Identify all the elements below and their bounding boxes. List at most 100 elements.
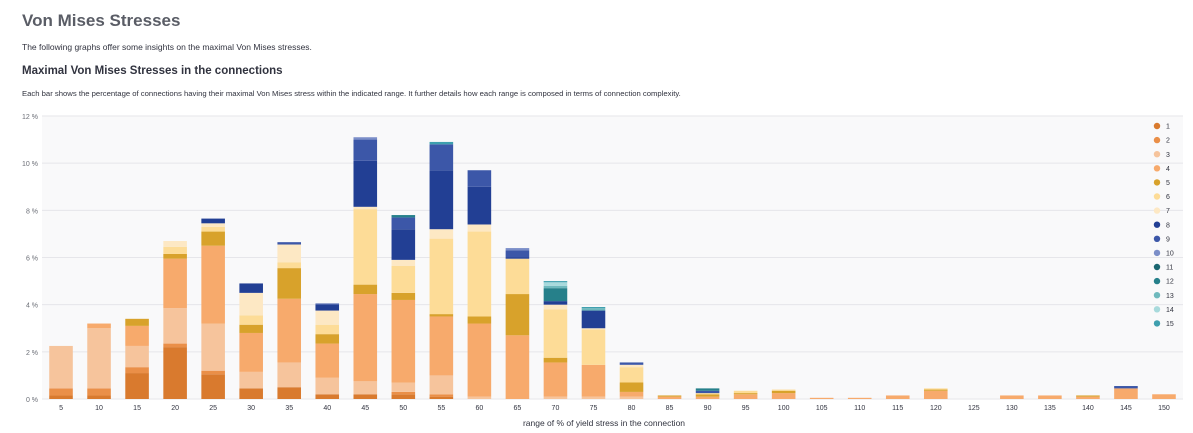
bar-segment[interactable] — [695, 390, 720, 394]
bar-segment[interactable] — [429, 229, 454, 239]
bar-segment[interactable] — [505, 257, 530, 259]
bar-segment[interactable] — [429, 238, 454, 315]
bar-segment[interactable] — [315, 343, 340, 378]
bar-segment[interactable] — [201, 374, 225, 399]
bar-segment[interactable] — [315, 304, 340, 311]
bar-segment[interactable] — [201, 223, 225, 227]
bar-segment[interactable] — [847, 397, 872, 399]
bar-segment[interactable] — [353, 206, 378, 210]
bar-segment[interactable] — [239, 315, 263, 325]
bar-segment[interactable] — [239, 324, 263, 333]
bar-segment[interactable] — [201, 245, 225, 324]
bar-segment[interactable] — [163, 343, 187, 348]
bar-segment[interactable] — [391, 215, 416, 218]
bar-segment[interactable] — [505, 248, 530, 251]
bar-segment[interactable] — [391, 217, 416, 230]
bar-segment[interactable] — [163, 308, 187, 344]
bar-segment[interactable] — [277, 262, 302, 269]
bar-segment[interactable] — [87, 395, 111, 399]
bar-segment[interactable] — [505, 294, 530, 336]
bar-segment[interactable] — [391, 259, 416, 266]
bar-segment[interactable] — [125, 345, 149, 368]
bar-segment[interactable] — [429, 314, 454, 317]
bar-segment[interactable] — [277, 242, 302, 245]
bar-segment[interactable] — [619, 362, 644, 365]
bar-segment[interactable] — [429, 394, 454, 397]
bar-segment[interactable] — [429, 375, 454, 395]
bar-segment[interactable] — [353, 209, 378, 285]
bar-segment[interactable] — [543, 396, 568, 399]
bar-segment[interactable] — [619, 396, 644, 399]
bar-segment[interactable] — [543, 281, 568, 283]
bar-segment[interactable] — [353, 284, 378, 295]
bar-segment[interactable] — [391, 265, 416, 293]
bar-segment[interactable] — [49, 345, 73, 389]
bar-segment[interactable] — [1114, 386, 1138, 389]
bar-segment[interactable] — [657, 396, 682, 399]
bar-segment[interactable] — [543, 301, 568, 305]
bar-segment[interactable] — [581, 310, 606, 329]
bar-segment[interactable] — [391, 382, 416, 392]
bar-segment[interactable] — [695, 394, 720, 397]
bar-segment[interactable] — [1076, 396, 1100, 399]
bar-segment[interactable] — [695, 393, 720, 395]
bar-segment[interactable] — [201, 370, 225, 375]
bar-segment[interactable] — [467, 323, 492, 397]
bar-segment[interactable] — [239, 371, 263, 389]
bar-segment[interactable] — [315, 324, 340, 335]
bar-segment[interactable] — [543, 309, 568, 358]
bar-segment[interactable] — [505, 335, 530, 399]
bar-segment[interactable] — [201, 231, 225, 246]
bar-segment[interactable] — [581, 307, 606, 309]
bar-segment[interactable] — [543, 282, 568, 286]
bar-segment[interactable] — [163, 246, 187, 254]
bar-segment[interactable] — [353, 381, 378, 395]
bar-segment[interactable] — [619, 367, 644, 383]
bar-segment[interactable] — [429, 316, 454, 376]
bar-segment[interactable] — [543, 304, 568, 310]
bar-segment[interactable] — [771, 393, 796, 399]
bar-segment[interactable] — [391, 229, 416, 260]
bar-segment[interactable] — [505, 258, 530, 295]
bar-segment[interactable] — [543, 357, 568, 363]
bar-segment[interactable] — [619, 364, 644, 368]
bar-segment[interactable] — [87, 323, 111, 329]
bar-segment[interactable] — [391, 292, 416, 300]
bar-segment[interactable] — [125, 318, 149, 326]
bar-segment[interactable] — [771, 390, 796, 394]
bar-segment[interactable] — [771, 389, 796, 391]
bar-segment[interactable] — [733, 393, 758, 395]
bar-segment[interactable] — [87, 388, 111, 396]
bar-segment[interactable] — [201, 226, 225, 232]
bar-segment[interactable] — [239, 283, 263, 293]
bar-segment[interactable] — [353, 294, 378, 382]
bar-segment[interactable] — [277, 268, 302, 299]
bar-segment[interactable] — [1000, 395, 1024, 399]
bar-segment[interactable] — [543, 285, 568, 289]
bar-segment[interactable] — [163, 240, 187, 247]
bar-segment[interactable] — [315, 334, 340, 344]
bar-segment[interactable] — [619, 391, 644, 397]
bar-segment[interactable] — [467, 170, 492, 187]
bar-segment[interactable] — [391, 394, 416, 399]
bar-segment[interactable] — [315, 394, 340, 399]
bar-segment[interactable] — [733, 394, 758, 399]
bar-segment[interactable] — [923, 388, 948, 390]
bar-segment[interactable] — [581, 328, 606, 330]
bar-segment[interactable] — [87, 328, 111, 389]
bar-segment[interactable] — [353, 137, 378, 140]
bar-segment[interactable] — [277, 298, 302, 363]
bar-segment[interactable] — [353, 394, 378, 399]
bar-segment[interactable] — [163, 253, 187, 259]
bar-segment[interactable] — [467, 396, 492, 399]
bar-segment[interactable] — [239, 388, 263, 399]
bar-segment[interactable] — [1114, 388, 1138, 399]
bar-segment[interactable] — [923, 390, 948, 399]
bar-segment[interactable] — [581, 308, 606, 311]
bar-segment[interactable] — [277, 387, 302, 399]
bar-segment[interactable] — [429, 141, 454, 145]
bar-segment[interactable] — [391, 299, 416, 383]
bar-segment[interactable] — [923, 389, 948, 391]
bar-segment[interactable] — [49, 388, 73, 396]
bar-segment[interactable] — [733, 390, 758, 394]
